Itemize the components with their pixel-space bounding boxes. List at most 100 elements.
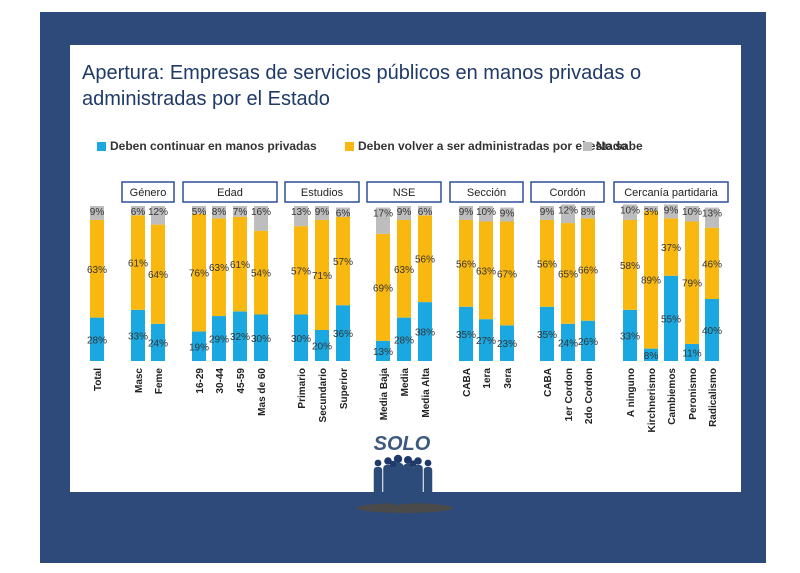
bar-22-series-3	[685, 206, 699, 222]
group-label-7: Cercanía partidaria	[624, 187, 718, 199]
group-box-2	[182, 181, 278, 203]
category-label-5: 45-59	[236, 368, 247, 394]
data-label-5-series-1: 32%	[230, 332, 250, 343]
bar-18-series-3	[581, 206, 595, 219]
data-label-22-series-3: 10%	[682, 207, 702, 218]
bar-3-series-1	[192, 331, 206, 361]
bar-20-series-3	[644, 206, 658, 211]
data-label-9-series-2: 57%	[333, 257, 353, 268]
data-label-23-series-3: 13%	[702, 209, 722, 220]
data-label-0-series-3: 9%	[90, 207, 105, 218]
data-label-16-series-1: 35%	[537, 330, 557, 341]
bar-14-series-2	[479, 221, 493, 320]
category-label-3: 16-29	[195, 368, 206, 394]
bar-6-series-3	[254, 206, 268, 231]
group-box-6	[530, 181, 605, 203]
group-box-5	[449, 181, 524, 203]
bar-6-series-1	[254, 314, 268, 361]
category-label-9: Superior	[339, 368, 350, 409]
data-label-2-series-2: 64%	[148, 270, 168, 281]
data-label-14-series-3: 10%	[476, 207, 496, 218]
data-label-12-series-2: 56%	[415, 255, 435, 266]
category-label-7: Primario	[297, 368, 308, 409]
bar-7-series-3	[294, 206, 308, 227]
chart-title: Apertura: Empresas de servicios públicos…	[82, 62, 642, 110]
data-label-11-series-2: 63%	[394, 265, 414, 276]
category-label-22: Peronismo	[688, 368, 699, 420]
legend-label-1: Deben continuar en manos privadas	[110, 139, 317, 153]
data-label-6-series-2: 54%	[251, 269, 271, 280]
group-box-7	[613, 181, 729, 203]
data-label-20-series-1: 8%	[644, 351, 659, 362]
bar-12-series-3	[418, 206, 432, 216]
bar-16-series-2	[540, 219, 554, 307]
data-label-17-series-2: 65%	[558, 269, 578, 280]
category-label-1: Masc	[134, 368, 145, 393]
bar-14-series-1	[479, 319, 493, 361]
data-label-3-series-1: 19%	[189, 342, 209, 353]
data-label-8-series-2: 71%	[312, 271, 332, 282]
bar-0-series-2	[90, 219, 104, 318]
group-label-5: Sección	[467, 187, 506, 199]
bar-4-series-2	[212, 218, 226, 317]
bar-19-series-2	[623, 219, 637, 310]
logo-figure-body-5	[423, 467, 433, 501]
bar-21-series-1	[664, 275, 678, 361]
category-label-18: 2do Cordon	[584, 368, 595, 424]
bar-9-series-3	[336, 207, 350, 217]
data-label-23-series-1: 40%	[702, 326, 722, 337]
bar-1-series-2	[131, 215, 145, 310]
bar-2-series-2	[151, 224, 165, 324]
data-label-0-series-2: 63%	[87, 265, 107, 276]
bar-2-series-1	[151, 323, 165, 361]
bar-5-series-1	[233, 311, 247, 361]
group-box-3	[284, 181, 360, 203]
category-label-17: 1er Cordon	[564, 368, 575, 421]
data-label-21-series-1: 55%	[661, 314, 681, 325]
data-label-3-series-2: 76%	[189, 269, 209, 280]
data-label-19-series-1: 33%	[620, 331, 640, 342]
bar-13-series-1	[459, 306, 473, 361]
bar-7-series-2	[294, 226, 308, 315]
bar-11-series-3	[397, 206, 411, 220]
bar-9-series-2	[336, 216, 350, 306]
data-label-6-series-1: 30%	[251, 334, 271, 345]
bar-11-series-2	[397, 219, 411, 318]
data-label-5-series-3: 7%	[233, 207, 248, 218]
bar-20-series-2	[644, 210, 658, 349]
bar-5-series-2	[233, 216, 247, 312]
data-label-12-series-3: 6%	[418, 207, 433, 218]
data-label-21-series-2: 37%	[661, 243, 681, 254]
logo-shadow	[357, 503, 453, 513]
bar-18-series-2	[581, 218, 595, 321]
data-label-15-series-2: 67%	[497, 269, 517, 280]
category-labels: Total Masc Feme 16-29 30-44 45-59 Mas de 60 Pri…	[93, 368, 719, 433]
bar-17-series-3	[561, 204, 575, 224]
bar-8-series-3	[315, 206, 329, 220]
bar-16-series-3	[540, 206, 554, 220]
group-label-3: Estudios	[301, 187, 344, 199]
group-label-2: Edad	[217, 187, 243, 199]
data-label-18-series-2: 66%	[578, 266, 598, 277]
data-label-15-series-1: 23%	[497, 339, 517, 350]
data-label-4-series-2: 63%	[209, 263, 229, 274]
bar-17-series-1	[561, 323, 575, 361]
data-label-13-series-3: 9%	[459, 207, 474, 218]
logo-figure-head-2	[393, 454, 403, 464]
bar-23-series-1	[705, 299, 719, 361]
category-label-10: Media Baja	[379, 368, 390, 421]
logo-figure-body-0	[373, 467, 383, 501]
data-label-15-series-3: 9%	[500, 209, 515, 220]
bar-1-series-3	[131, 206, 145, 216]
data-label-8-series-3: 9%	[315, 207, 330, 218]
category-label-19: A ninguno	[626, 368, 637, 417]
data-label-1-series-1: 33%	[128, 331, 148, 342]
bar-13-series-3	[459, 206, 473, 220]
category-label-2: Feme	[154, 368, 165, 395]
data-label-5-series-2: 61%	[230, 260, 250, 271]
category-label-0: Total	[93, 368, 104, 391]
bar-7-series-1	[294, 314, 308, 361]
legend-label-2: Deben volver a ser administradas por el …	[358, 139, 627, 153]
bar-3-series-2	[192, 213, 206, 332]
category-label-16: CABA	[543, 368, 554, 397]
